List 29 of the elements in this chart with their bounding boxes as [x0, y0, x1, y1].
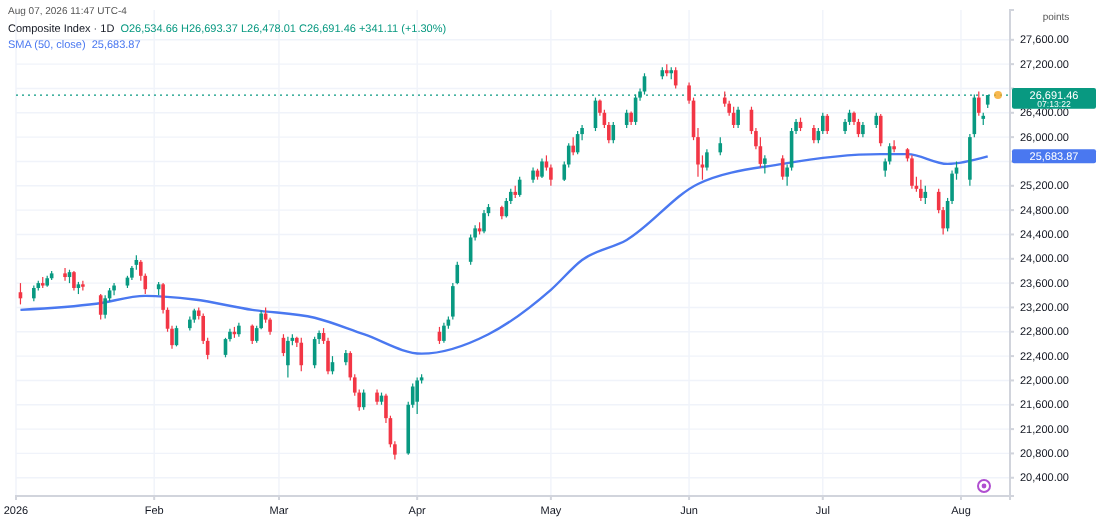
- candlestick: [482, 209, 486, 234]
- candlestick: [763, 154, 767, 175]
- candlestick: [451, 282, 455, 321]
- candlestick: [415, 376, 419, 415]
- candlestick: [442, 322, 446, 344]
- candlestick: [571, 136, 575, 156]
- candlestick: [81, 280, 85, 292]
- candlestick: [820, 112, 825, 135]
- candlestick: [910, 154, 914, 190]
- candlestick: [299, 337, 304, 372]
- candlestick: [540, 157, 544, 179]
- candlestick: [72, 270, 76, 292]
- candlestick: [705, 148, 709, 172]
- candlestick: [878, 113, 883, 147]
- candlestick: [919, 179, 923, 202]
- line-series: [19, 152, 989, 355]
- candlestick: [455, 261, 460, 285]
- candlestick: [549, 163, 553, 187]
- candlestick: [611, 121, 616, 144]
- candlestick: [250, 323, 255, 345]
- candlestick: [103, 294, 107, 319]
- candlestick: [825, 113, 830, 135]
- candlestick: [736, 106, 740, 129]
- candlestick: [812, 124, 816, 144]
- candlestick: [892, 139, 896, 153]
- candlestick: [286, 336, 290, 378]
- candlestick: [63, 267, 67, 282]
- candlestick: [977, 90, 981, 117]
- candlestick: [718, 136, 723, 156]
